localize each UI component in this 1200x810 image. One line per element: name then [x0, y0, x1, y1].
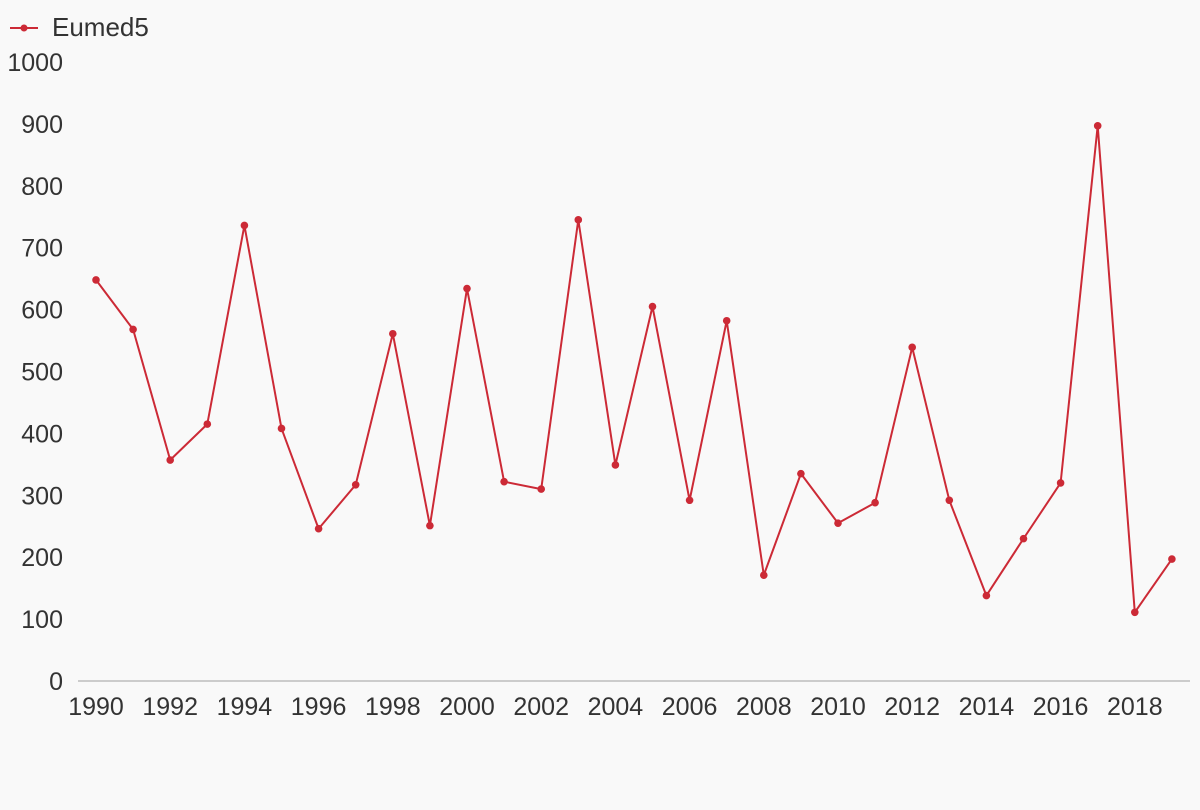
- y-tick-label-0: 0: [49, 668, 63, 696]
- x-tick-label-2004: 2004: [588, 693, 644, 721]
- data-point-2005: [648, 302, 657, 311]
- legend: Eumed5: [10, 12, 149, 42]
- series-line: [95, 124, 1173, 614]
- data-point-2019: [1168, 555, 1176, 563]
- data-point-2016: [1056, 479, 1065, 487]
- x-tick-label-2014: 2014: [959, 693, 1015, 721]
- data-point-1996: [314, 524, 323, 533]
- data-point-2008: [760, 571, 768, 579]
- y-tick-label-200: 200: [21, 544, 63, 572]
- data-point-2007: [722, 316, 731, 325]
- data-point-1998: [389, 329, 397, 338]
- data-point-2006: [685, 496, 694, 505]
- y-tick-label-300: 300: [21, 482, 63, 510]
- x-tick-label-2016: 2016: [1033, 693, 1089, 721]
- data-point-2000: [463, 284, 471, 293]
- data-point-2017: [1093, 121, 1102, 130]
- data-point-1997: [351, 480, 360, 489]
- data-point-2002: [537, 485, 545, 493]
- x-tick-label-1992: 1992: [142, 693, 198, 721]
- y-tick-label-1000: 1000: [7, 49, 63, 77]
- y-tick-label-900: 900: [21, 111, 63, 139]
- x-tick-label-1996: 1996: [291, 693, 347, 721]
- legend-label-eumed5: Eumed5: [52, 12, 149, 42]
- y-tick-label-600: 600: [21, 297, 63, 325]
- data-point-2011: [871, 498, 879, 507]
- y-tick-label-100: 100: [21, 606, 63, 634]
- data-point-2004: [611, 461, 620, 469]
- data-point-1995: [277, 424, 286, 433]
- data-point-1992: [166, 456, 174, 464]
- data-point-2014: [982, 591, 991, 600]
- x-tick-label-2006: 2006: [662, 693, 718, 721]
- legend-swatch-marker: [20, 24, 28, 32]
- data-point-1993: [203, 420, 212, 428]
- data-point-1994: [240, 221, 249, 230]
- x-tick-label-2000: 2000: [439, 693, 495, 721]
- data-point-2015: [1019, 534, 1028, 543]
- data-point-2013: [945, 496, 954, 505]
- x-tick-label-2018: 2018: [1107, 693, 1163, 721]
- x-axis-tick-labels: 1990 1992 1994 1996 1998 2000 2002 2004 2006 2008…: [68, 693, 1162, 721]
- data-point-2018: [1131, 608, 1139, 617]
- x-tick-label-1994: 1994: [217, 693, 273, 721]
- data-point-2001: [500, 477, 508, 486]
- y-tick-label-800: 800: [21, 173, 63, 201]
- x-tick-label-1990: 1990: [68, 693, 124, 721]
- y-tick-label-700: 700: [21, 235, 63, 263]
- x-tick-label-2008: 2008: [736, 693, 792, 721]
- x-tick-label-2002: 2002: [513, 693, 569, 721]
- data-point-2012: [908, 343, 916, 352]
- y-axis-tick-labels: 0 100 200 300 400 500 600 700 800 900 1000: [7, 49, 63, 696]
- data-point-1991: [129, 325, 137, 334]
- data-point-2009: [797, 469, 805, 478]
- data-point-2003: [574, 216, 583, 224]
- x-tick-label-1998: 1998: [365, 693, 421, 721]
- data-point-1999: [426, 521, 434, 530]
- y-tick-label-400: 400: [21, 420, 63, 448]
- x-tick-label-2010: 2010: [810, 693, 866, 721]
- data-point-1990: [92, 276, 100, 284]
- y-tick-label-500: 500: [21, 359, 63, 387]
- x-tick-label-2012: 2012: [884, 693, 940, 721]
- series-eumed5: [92, 121, 1176, 617]
- data-point-2010: [834, 519, 842, 527]
